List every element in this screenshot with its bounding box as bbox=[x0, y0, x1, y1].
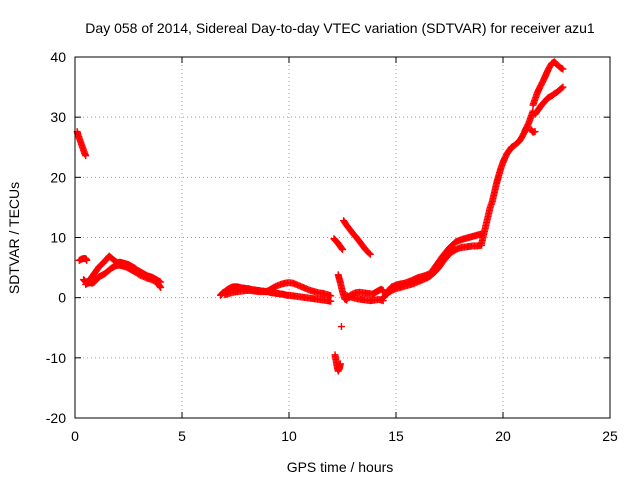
data-point bbox=[366, 250, 374, 258]
data-point bbox=[336, 360, 344, 368]
data-point bbox=[365, 249, 373, 257]
data-point bbox=[558, 84, 566, 92]
x-tick-label: 15 bbox=[388, 428, 404, 444]
data-point bbox=[338, 245, 346, 253]
data-point bbox=[339, 246, 346, 254]
data-point bbox=[82, 152, 90, 160]
x-tick-label: 25 bbox=[602, 428, 618, 444]
y-tick-label: -10 bbox=[46, 350, 66, 366]
data-point bbox=[156, 282, 164, 290]
data-point bbox=[157, 283, 165, 291]
data-point bbox=[559, 65, 567, 73]
grid bbox=[75, 57, 610, 418]
x-tick-label: 5 bbox=[178, 428, 186, 444]
axis-ticks: 0 5 10 15 20 25 -20 -10 0 10 20 30 40 bbox=[46, 49, 618, 444]
x-tick-label: 20 bbox=[495, 428, 511, 444]
y-tick-label: -20 bbox=[46, 410, 66, 426]
data-point bbox=[83, 256, 91, 264]
data-point bbox=[531, 128, 539, 136]
y-axis-label: SDTVAR / TECUs bbox=[6, 182, 22, 294]
y-tick-label: 0 bbox=[58, 290, 66, 306]
y-tick-label: 20 bbox=[50, 169, 66, 185]
data-points bbox=[73, 58, 567, 375]
data-point bbox=[559, 83, 567, 91]
x-axis-label: GPS time / hours bbox=[287, 459, 394, 475]
x-tick-label: 0 bbox=[71, 428, 79, 444]
y-tick-label: 40 bbox=[50, 49, 66, 65]
y-tick-label: 30 bbox=[50, 109, 66, 125]
chart-title: Day 058 of 2014, Sidereal Day-to-day VTE… bbox=[85, 20, 595, 36]
data-point bbox=[327, 292, 335, 300]
data-point bbox=[337, 323, 345, 331]
x-tick-label: 10 bbox=[281, 428, 297, 444]
y-tick-label: 10 bbox=[50, 230, 66, 246]
